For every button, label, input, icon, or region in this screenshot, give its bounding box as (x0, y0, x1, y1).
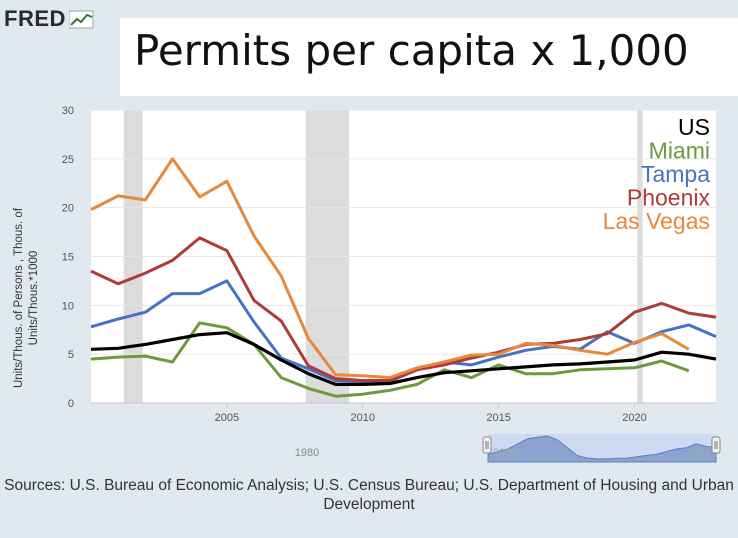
series-line-phoenix (90, 236, 717, 382)
legend-miami: Miami (649, 138, 710, 164)
series-line-las-vegas (90, 157, 690, 380)
fred-logo[interactable]: FRED (4, 6, 95, 32)
series-line-us (90, 331, 717, 386)
y-tick-label: 25 (62, 154, 74, 166)
legend-las-vegas: Las Vegas (603, 208, 710, 234)
legend-tampa: Tampa (641, 161, 710, 187)
navigator-label-end: 2020 (693, 447, 717, 459)
y-tick-label: 5 (68, 349, 74, 361)
navigator-series (487, 435, 717, 463)
y-tick-label: 0 (68, 398, 74, 410)
y-axis-label: Units/Thous.*1000 (28, 251, 40, 346)
fred-logo-text: FRED (4, 6, 66, 31)
y-tick-label: 20 (62, 203, 74, 215)
navigator-handle-left[interactable] (482, 436, 492, 454)
x-tick-label: 2005 (215, 412, 239, 424)
navigator-handle-right[interactable] (711, 436, 721, 454)
legend-phoenix: Phoenix (627, 185, 711, 211)
navigator-label-start: 1980 (295, 447, 319, 459)
x-tick-label: 2010 (350, 412, 374, 424)
y-tick-label: 15 (62, 252, 74, 264)
legend-us: US (678, 114, 710, 140)
y-tick-label: 30 (62, 105, 74, 117)
sources-text: Sources: U.S. Bureau of Economic Analysi… (4, 477, 734, 513)
page-title: Permits per capita x 1,000 (134, 26, 689, 75)
y-axis-label: Units/Thous. of Persons , Thous. of (13, 207, 25, 388)
title-box: Permits per capita x 1,000 (120, 18, 738, 96)
x-tick-label: 2020 (622, 412, 646, 424)
y-tick-label: 10 (62, 300, 74, 312)
x-tick-label: 2015 (486, 412, 510, 424)
navigator-label-mid: 2000 (493, 447, 517, 459)
trend-line-icon (68, 10, 94, 29)
